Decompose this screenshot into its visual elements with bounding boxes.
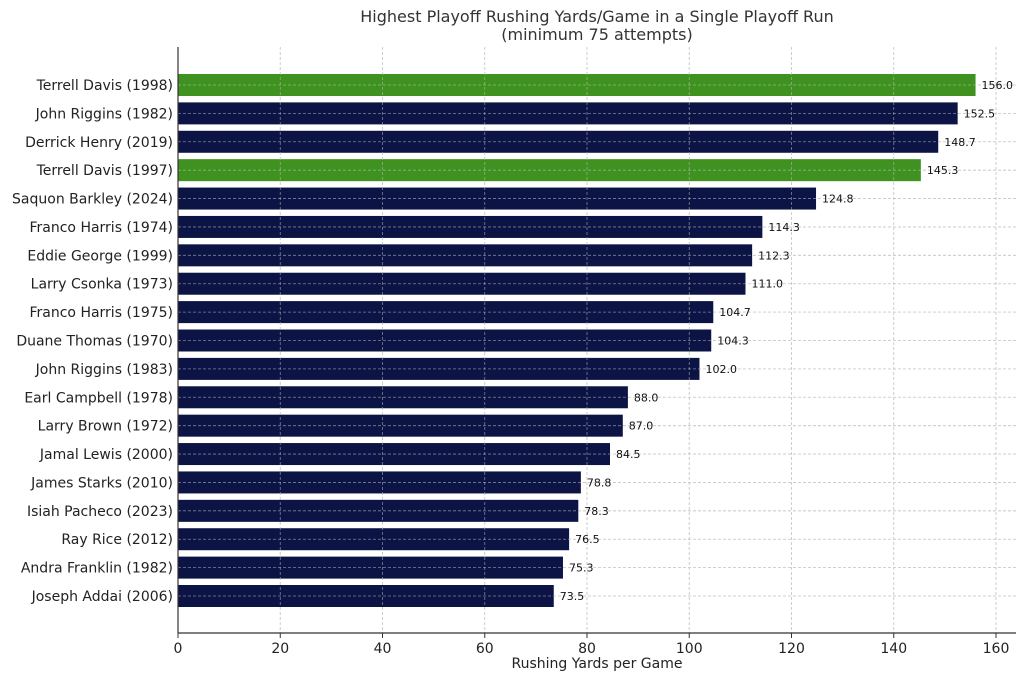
data-label: 111.0 xyxy=(751,278,783,291)
y-tick-label: Earl Campbell (1978) xyxy=(24,390,173,406)
y-tick-label: Larry Csonka (1973) xyxy=(31,277,173,293)
bar xyxy=(178,272,746,295)
data-label: 84.5 xyxy=(616,448,641,461)
y-tick-label: Saquon Barkley (2024) xyxy=(12,192,173,208)
data-label: 76.5 xyxy=(575,533,600,546)
x-tick-label: 60 xyxy=(476,641,494,657)
data-labels: 156.0 152.5 148.7 145.3 124.8 114.3 112.3 111.0… xyxy=(560,79,1013,603)
x-tick-label: 80 xyxy=(578,641,596,657)
chart-subtitle: (minimum 75 attempts) xyxy=(501,25,693,44)
y-tick-label: James Starks (2010) xyxy=(30,475,173,491)
data-label: 112.3 xyxy=(758,249,790,262)
data-label: 88.0 xyxy=(634,391,659,404)
data-label: 78.8 xyxy=(587,476,612,489)
x-tick-label: 160 xyxy=(983,641,1010,657)
data-label: 73.5 xyxy=(560,590,585,603)
y-tick-label: Isiah Pacheco (2023) xyxy=(27,504,173,520)
y-tick-label: Larry Brown (1972) xyxy=(38,419,173,435)
x-tick-label: 120 xyxy=(778,641,805,657)
y-tick-label: Jamal Lewis (2000) xyxy=(39,447,173,463)
y-tick-label: Derrick Henry (2019) xyxy=(25,135,173,151)
y-tick-label: Eddie George (1999) xyxy=(27,248,173,264)
y-tick-label: John Riggins (1982) xyxy=(35,106,173,122)
y-tick-label: Ray Rice (2012) xyxy=(61,532,173,548)
chart-title: Highest Playoff Rushing Yards/Game in a … xyxy=(360,7,833,26)
x-tick-label: 100 xyxy=(676,641,703,657)
data-label: 152.5 xyxy=(964,107,996,120)
data-label: 104.7 xyxy=(719,306,751,319)
data-label: 124.8 xyxy=(822,193,854,206)
data-label: 102.0 xyxy=(705,363,737,376)
y-tick-label: Andra Franklin (1982) xyxy=(21,561,173,577)
y-tick-label: Duane Thomas (1970) xyxy=(16,334,173,350)
y-tick-labels: Terrell Davis (1998) John Riggins (1982) D… xyxy=(12,78,173,605)
data-label: 87.0 xyxy=(629,420,654,433)
x-axis-label: Rushing Yards per Game xyxy=(512,656,683,672)
x-ticks: 0 20 40 60 80 100 120 140 160 xyxy=(174,633,1010,657)
x-tick-label: 0 xyxy=(174,641,183,657)
y-tick-label: Franco Harris (1974) xyxy=(29,220,173,236)
bar xyxy=(178,386,628,409)
x-tick-label: 40 xyxy=(374,641,392,657)
data-label: 148.7 xyxy=(944,136,976,149)
data-label: 114.3 xyxy=(768,221,800,234)
data-label: 104.3 xyxy=(717,335,749,348)
data-label: 156.0 xyxy=(982,79,1014,92)
bars xyxy=(178,74,976,607)
x-tick-label: 140 xyxy=(880,641,907,657)
bar xyxy=(178,187,817,210)
bar-highlighted xyxy=(178,74,976,96)
data-label: 78.3 xyxy=(584,505,609,518)
x-tick-label: 20 xyxy=(271,641,289,657)
y-tick-label: Terrell Davis (1997) xyxy=(36,163,173,179)
data-label: 145.3 xyxy=(927,164,959,177)
y-tick-label: John Riggins (1983) xyxy=(35,362,173,378)
y-tick-label: Franco Harris (1975) xyxy=(29,305,173,321)
y-tick-label: Joseph Addai (2006) xyxy=(31,589,173,605)
data-label: 75.3 xyxy=(569,562,594,575)
bar xyxy=(178,102,958,125)
y-tick-label: Terrell Davis (1998) xyxy=(36,78,173,94)
